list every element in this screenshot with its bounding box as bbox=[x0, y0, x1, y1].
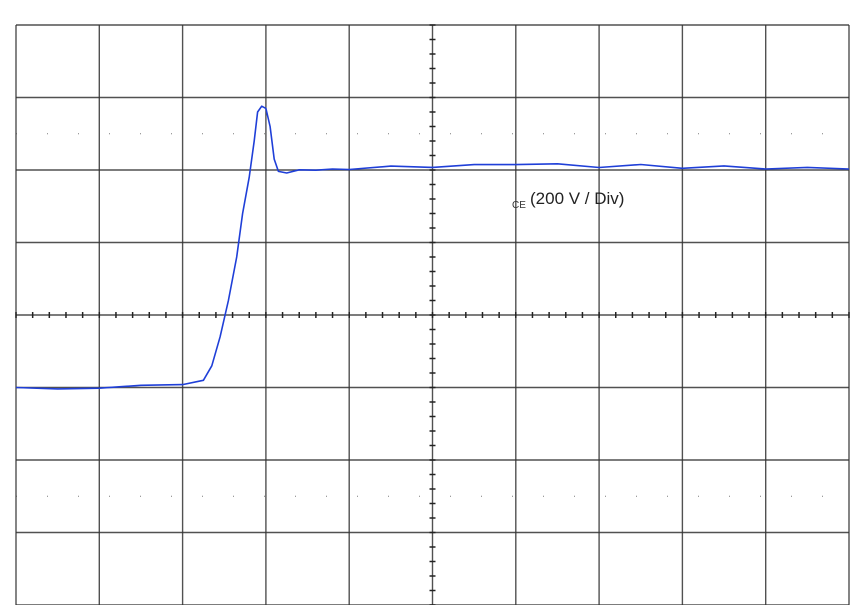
trace-line bbox=[15, 105, 850, 390]
annotation-label: (200 V / Div) bbox=[530, 189, 624, 208]
annotation-prefix: CE bbox=[512, 200, 526, 211]
annotation-layer: CE (200 V / Div) bbox=[512, 189, 624, 211]
grid bbox=[15, 24, 850, 605]
series-layer bbox=[15, 105, 850, 390]
